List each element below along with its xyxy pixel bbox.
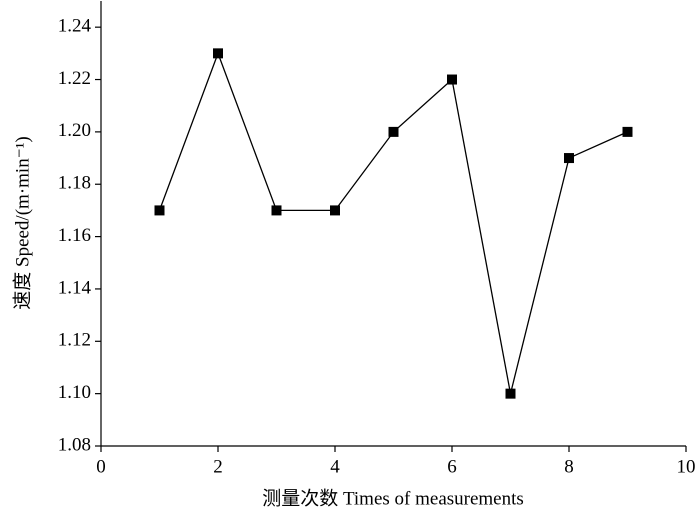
x-tick-label: 4	[330, 456, 340, 477]
y-tick-label: 1.12	[58, 330, 91, 351]
y-tick-label: 1.18	[58, 173, 91, 194]
x-tick-label: 6	[447, 456, 457, 477]
data-point	[622, 126, 633, 137]
data-point	[447, 74, 457, 85]
data-point	[213, 48, 223, 59]
x-tick-label: 0	[96, 456, 106, 477]
data-point	[564, 153, 574, 164]
data-point	[330, 205, 340, 216]
data-point	[271, 205, 282, 216]
data-point	[388, 126, 399, 137]
y-tick-label: 1.08	[58, 434, 91, 455]
x-tick-label: 2	[213, 456, 223, 477]
y-tick-label: 1.10	[58, 382, 91, 403]
y-tick-label: 1.22	[58, 68, 91, 89]
y-tick-label: 1.14	[58, 277, 92, 298]
y-tick-label: 1.16	[58, 225, 91, 246]
x-tick-label: 10	[677, 456, 696, 477]
y-tick-label: 1.24	[58, 16, 92, 37]
data-line	[158, 51, 628, 394]
data-point	[154, 205, 165, 216]
y-tick-label: 1.20	[58, 120, 91, 141]
x-tick-label: 8	[564, 456, 574, 477]
y-axis-label: 速度 Speed/(m·min⁻¹)	[11, 136, 33, 310]
x-axis-label: 测量次数 Times of measurements	[262, 487, 524, 509]
data-point	[505, 388, 516, 399]
